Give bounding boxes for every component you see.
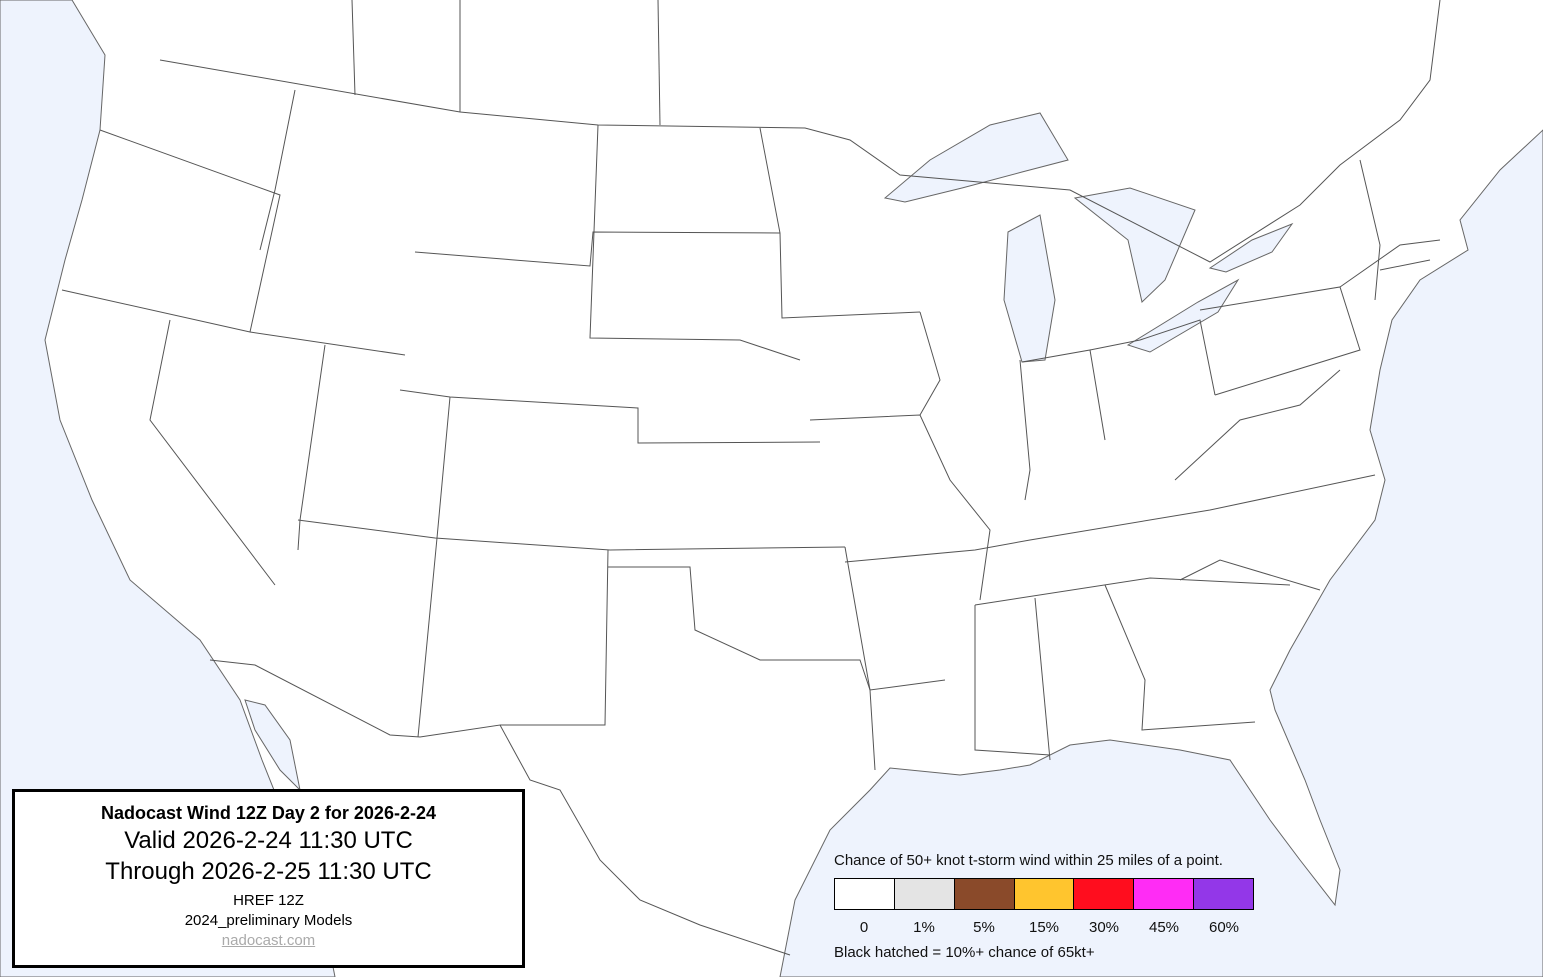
state-line [1359, 159, 1381, 301]
us-mexico-border [209, 659, 791, 956]
state-line [1339, 239, 1441, 288]
state-line [844, 546, 876, 771]
state-line [417, 396, 451, 738]
gulf-atlantic-ocean [779, 129, 1543, 977]
state-line [149, 319, 276, 586]
state-line [399, 389, 821, 444]
map-title: Nadocast Wind 12Z Day 2 for 2026-2-24 [101, 803, 436, 823]
state-line [589, 124, 801, 361]
state-line [657, 0, 661, 126]
title-box: Nadocast Wind 12Z Day 2 for 2026-2-24 Va… [12, 789, 525, 968]
legend-swatch [1074, 879, 1135, 909]
great-lakes [883, 112, 1294, 363]
legend-swatch [1194, 879, 1254, 909]
lake-huron [1073, 187, 1196, 303]
state-line [919, 311, 941, 416]
legend-label: 0 [859, 919, 869, 936]
state-line [351, 0, 356, 96]
legend-swatch [894, 879, 955, 909]
legend-label: 60% [1208, 919, 1240, 936]
legend-swatch [1014, 879, 1075, 909]
legend-color-bar [834, 878, 1254, 910]
valid-time: Valid 2026-2-24 11:30 UTC [124, 827, 413, 854]
legend-label: 1% [913, 919, 935, 936]
state-line [1199, 286, 1361, 396]
state-line [844, 474, 1376, 563]
legend-label: 15% [1028, 919, 1060, 936]
model-run: HREF 12Z [233, 892, 304, 909]
state-line [1019, 359, 1031, 501]
legend-labels: 0 1% 5% 15% 30% 45% 60% [834, 919, 1254, 936]
legend-label: 30% [1088, 919, 1120, 936]
legend-swatch [1134, 879, 1195, 909]
state-line [297, 519, 846, 551]
model-version: 2024_preliminary Models [184, 912, 353, 929]
state-line [974, 605, 1051, 756]
legend: Chance of 50+ knot t-storm wind within 2… [834, 852, 1254, 961]
boundaries [61, 0, 1441, 956]
state-line [99, 129, 281, 333]
state-line [1089, 319, 1216, 396]
state-line [1379, 259, 1431, 271]
lake-michigan [1003, 214, 1056, 363]
state-line [974, 577, 1291, 606]
state-line [414, 231, 781, 267]
state-line [809, 414, 991, 601]
lake-superior [883, 112, 1069, 203]
legend-note: Black hatched = 10%+ chance of 65kt+ [834, 944, 1095, 961]
legend-title: Chance of 50+ knot t-storm wind within 2… [834, 852, 1223, 869]
state-line [759, 127, 921, 319]
state-line [1179, 559, 1321, 591]
nadocast-link[interactable]: nadocast.com [221, 932, 316, 949]
lake-erie [1126, 278, 1240, 353]
through-time: Through 2026-2-25 11:30 UTC [105, 858, 432, 885]
state-line [259, 89, 296, 251]
legend-swatch [954, 879, 1015, 909]
state-line [1104, 584, 1256, 731]
state-line [1174, 369, 1341, 481]
legend-label: 5% [973, 919, 995, 936]
legend-swatch [835, 879, 895, 909]
state-line [1034, 597, 1051, 761]
legend-label: 45% [1148, 919, 1180, 936]
state-line [500, 549, 609, 726]
lake-ontario [1208, 222, 1294, 273]
